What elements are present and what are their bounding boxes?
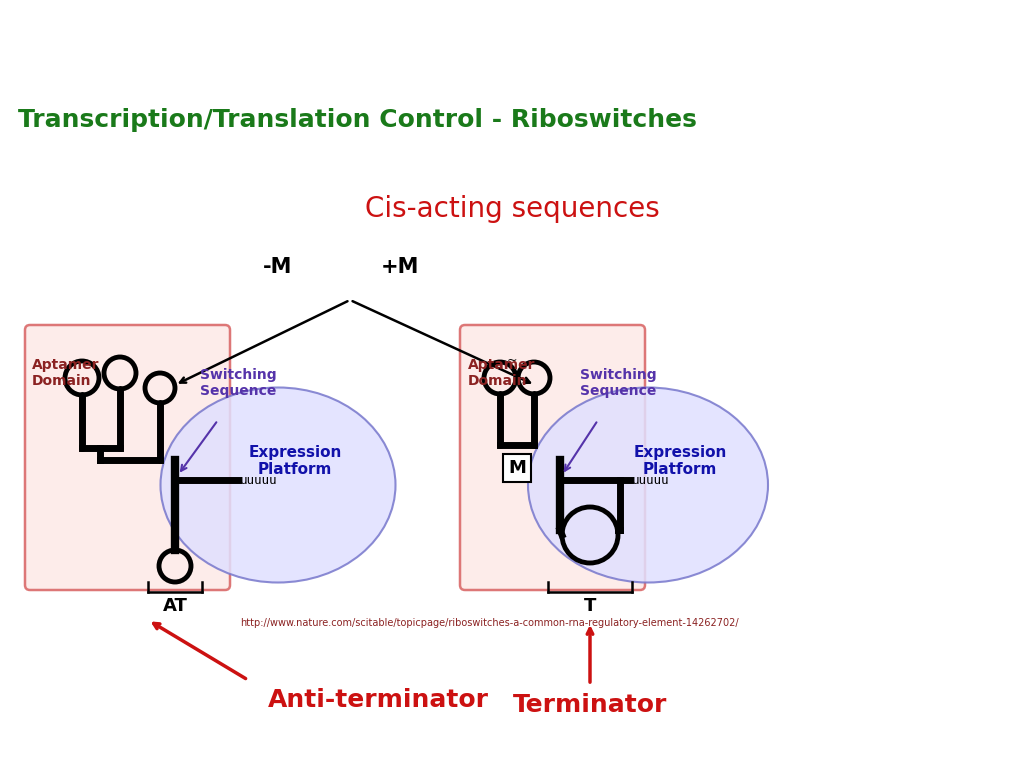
Text: uuuuu: uuuuu: [632, 474, 670, 486]
Text: Aptamer
Domain: Aptamer Domain: [468, 358, 536, 388]
Text: +M: +M: [381, 257, 419, 277]
Text: Switching
Sequence: Switching Sequence: [200, 368, 276, 398]
FancyBboxPatch shape: [25, 325, 230, 590]
Text: -M: -M: [263, 257, 293, 277]
Text: AT: AT: [163, 597, 187, 615]
Text: Switching
Sequence: Switching Sequence: [580, 368, 656, 398]
Text: Transcription/Translation Control - Riboswitches: Transcription/Translation Control - Ribo…: [18, 108, 697, 132]
Text: Expression
Platform: Expression Platform: [248, 445, 342, 478]
Text: Expression
Platform: Expression Platform: [633, 445, 727, 478]
Text: T: T: [584, 597, 596, 615]
Text: http://www.nature.com/scitable/topicpage/riboswitches-a-common-rna-regulatory-el: http://www.nature.com/scitable/topicpage…: [240, 618, 738, 628]
Text: uuuuu: uuuuu: [240, 474, 278, 486]
Text: Aptamer
Domain: Aptamer Domain: [32, 358, 99, 388]
Text: ~: ~: [507, 353, 517, 366]
Text: Anti-terminator: Anti-terminator: [268, 688, 489, 712]
Text: M: M: [508, 459, 526, 477]
FancyBboxPatch shape: [460, 325, 645, 590]
Ellipse shape: [161, 388, 395, 582]
Text: Terminator: Terminator: [513, 693, 668, 717]
Ellipse shape: [528, 388, 768, 582]
Text: Cis-acting sequences: Cis-acting sequences: [365, 195, 659, 223]
